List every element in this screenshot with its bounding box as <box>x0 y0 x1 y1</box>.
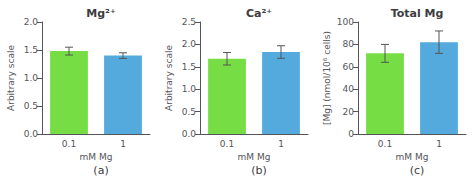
svg-text:mM Mg: mM Mg <box>396 152 429 162</box>
svg-text:1: 1 <box>436 139 442 149</box>
svg-text:0.5: 0.5 <box>182 107 196 117</box>
svg-text:mM Mg: mM Mg <box>238 152 271 162</box>
svg-text:20: 20 <box>343 107 355 117</box>
svg-text:0.1: 0.1 <box>62 139 76 149</box>
svg-text:0.0: 0.0 <box>182 129 197 139</box>
svg-text:1.0: 1.0 <box>182 84 197 94</box>
svg-text:0.0: 0.0 <box>24 129 39 139</box>
svg-text:[Mg] (nmol/10⁶ cells): [Mg] (nmol/10⁶ cells) <box>322 31 332 125</box>
svg-text:2.0: 2.0 <box>24 17 39 27</box>
svg-text:1: 1 <box>120 139 126 149</box>
svg-text:60: 60 <box>343 62 355 72</box>
svg-text:Ca²⁺: Ca²⁺ <box>246 7 272 20</box>
svg-text:0.1: 0.1 <box>378 139 392 149</box>
svg-text:0: 0 <box>348 129 354 139</box>
svg-text:0.5: 0.5 <box>24 101 38 111</box>
svg-text:1.0: 1.0 <box>24 73 39 83</box>
svg-text:(c): (c) <box>410 164 425 177</box>
svg-text:(a): (a) <box>93 164 108 177</box>
svg-text:0.1: 0.1 <box>220 139 234 149</box>
svg-text:(b): (b) <box>251 164 267 177</box>
svg-text:80: 80 <box>343 39 355 49</box>
svg-text:40: 40 <box>343 84 355 94</box>
svg-text:2.0: 2.0 <box>182 39 197 49</box>
svg-text:Mg²⁺: Mg²⁺ <box>86 7 116 20</box>
svg-text:100: 100 <box>337 17 354 27</box>
svg-text:1: 1 <box>278 139 284 149</box>
svg-text:1.5: 1.5 <box>182 62 196 72</box>
svg-text:Arbitrary scale: Arbitrary scale <box>164 45 174 111</box>
svg-text:Total Mg: Total Mg <box>391 7 444 20</box>
svg-text:2.5: 2.5 <box>182 17 196 27</box>
svg-text:Arbitrary scale: Arbitrary scale <box>6 45 16 111</box>
svg-text:1.5: 1.5 <box>24 45 38 55</box>
svg-text:mM Mg: mM Mg <box>80 152 113 162</box>
